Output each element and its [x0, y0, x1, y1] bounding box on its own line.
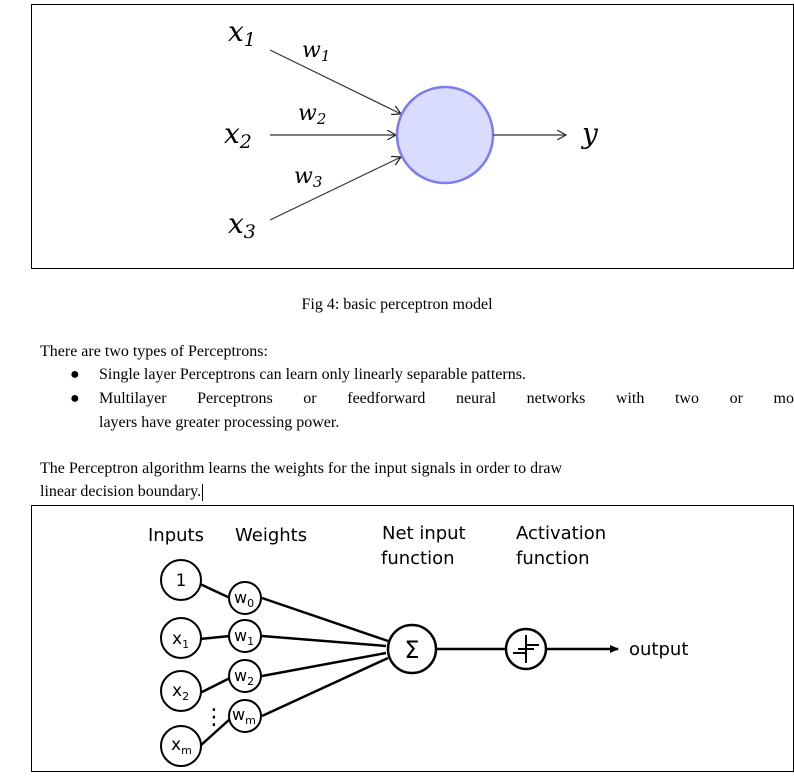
list-item-text: Multilayer Perceptrons or feedforward ne…	[99, 390, 794, 407]
list-item-text: layers have greater processing power.	[99, 414, 340, 431]
bullet-icon: ●	[70, 366, 80, 383]
svg-text:w2: w2	[234, 666, 254, 688]
perceptron-figure: x1 x2 x3 w1 w2 w3 y	[31, 4, 794, 269]
input-x3: x3	[228, 207, 256, 243]
weight-node-w0: w0	[228, 581, 262, 615]
input-node-x2: x2	[160, 670, 202, 712]
perceptron-types-list: ● Single layer Perceptrons can learn onl…	[58, 363, 794, 435]
input-node-x1: x1	[160, 617, 202, 659]
sum-node: Σ	[386, 623, 438, 675]
weight-node-w1: w1	[228, 619, 262, 653]
step-function-icon	[513, 635, 539, 663]
weight-w1: w1	[302, 38, 330, 65]
input-x1: x1	[228, 15, 256, 51]
algorithm-paragraph-line1: The Perceptron algorithm learns the weig…	[40, 460, 563, 477]
input-node-xm: xm	[160, 725, 202, 767]
list-item-continuation: layers have greater processing power.	[58, 411, 794, 435]
weight-node-w2: w2	[228, 659, 262, 693]
perceptron-schematic-figure: Inputs Weights Net input function Activa…	[31, 505, 794, 772]
perceptron-schematic: Inputs Weights Net input function Activa…	[148, 523, 688, 767]
list-item: ● Single layer Perceptrons can learn onl…	[58, 363, 794, 387]
header-act-function: function	[516, 548, 590, 569]
intro-paragraph: There are two types of Perceptrons:	[40, 343, 268, 360]
algorithm-text: linear decision boundary.	[40, 483, 202, 500]
svg-text:1: 1	[176, 571, 187, 591]
bullet-icon: ●	[70, 390, 80, 407]
header-net-function: function	[381, 548, 455, 569]
edge-x1	[269, 49, 401, 114]
text-cursor	[202, 483, 204, 501]
header-inputs: Inputs	[148, 525, 204, 546]
figure-caption: Fig 4: basic perceptron model	[301, 296, 493, 313]
weight-w2: w2	[298, 101, 326, 128]
weight-node-wm: wm	[228, 699, 262, 733]
list-item-text: Single layer Perceptrons can learn only …	[99, 366, 526, 383]
header-activation: Activation	[516, 523, 606, 544]
input-node-bias: 1	[160, 559, 202, 601]
perceptron-diagram: x1 x2 x3 w1 w2 w3 y	[224, 15, 599, 243]
svg-text:w0: w0	[234, 588, 254, 610]
activation-node	[504, 627, 548, 671]
svg-text:wm: wm	[232, 705, 256, 727]
output-label: output	[629, 639, 688, 660]
neuron-node	[395, 85, 495, 185]
sigma-icon: Σ	[404, 636, 419, 664]
algorithm-paragraph-line2[interactable]: linear decision boundary.	[40, 483, 204, 501]
header-weights: Weights	[235, 525, 307, 546]
svg-text:w1: w1	[234, 626, 254, 648]
svg-text:xm: xm	[171, 735, 192, 757]
svg-text:x2: x2	[172, 681, 189, 703]
header-net-input: Net input	[382, 523, 466, 544]
input-x2: x2	[224, 117, 252, 153]
svg-text:x1: x1	[172, 629, 189, 651]
list-item: ● Multilayer Perceptrons or feedforward …	[58, 387, 794, 411]
edge-x3	[269, 157, 401, 221]
output-y: y	[580, 117, 599, 150]
weight-w3: w3	[294, 164, 322, 191]
ellipsis-dots: ⋮	[203, 705, 225, 730]
